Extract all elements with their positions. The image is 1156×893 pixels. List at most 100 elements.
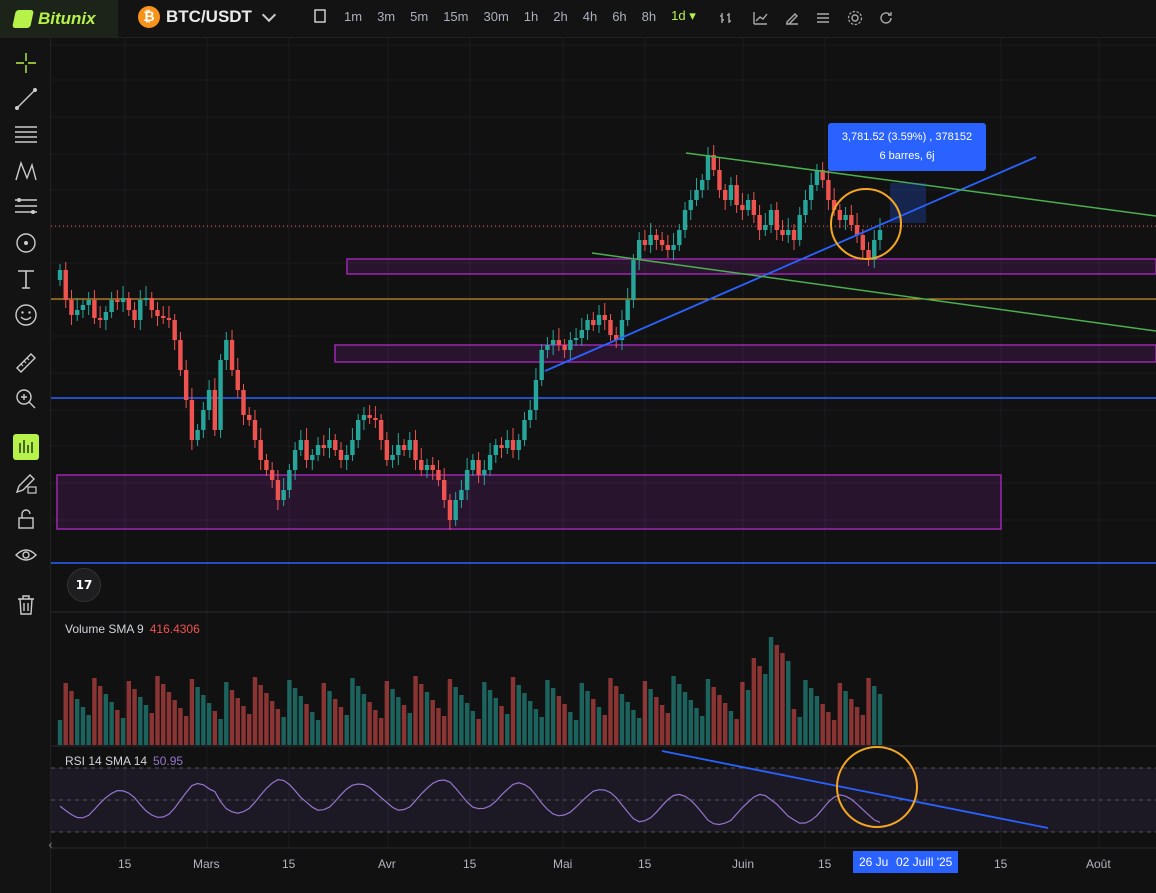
- tf-2h[interactable]: 2h: [553, 8, 568, 24]
- candle-body: [470, 460, 476, 470]
- lock-draw-icon[interactable]: [13, 470, 39, 496]
- candle-body: [298, 440, 304, 450]
- volume-bar: [602, 715, 607, 745]
- volume-bar: [149, 713, 154, 745]
- volume-bar: [229, 690, 235, 745]
- lock-icon[interactable]: [13, 506, 39, 532]
- tf-1m[interactable]: 1m: [344, 8, 363, 24]
- volume-bar: [533, 709, 539, 745]
- candle-body: [120, 298, 126, 302]
- emoji-icon[interactable]: [13, 302, 39, 328]
- tf-8h[interactable]: 8h: [641, 8, 657, 24]
- timeframe-bar: 1m 3m 5m 15m 30m 1h 2h 4h 6h 8h 1d ▾: [312, 8, 711, 24]
- candle-body: [872, 240, 877, 260]
- volume-bar: [831, 720, 837, 745]
- collapse-arrow-icon[interactable]: ‹: [48, 838, 53, 852]
- candle-body: [642, 240, 648, 245]
- tf-3m[interactable]: 3m: [377, 8, 396, 24]
- tf-6h[interactable]: 6h: [612, 8, 627, 24]
- candle-body: [178, 340, 183, 370]
- volume-bar: [126, 681, 132, 745]
- tf-1h[interactable]: 1h: [523, 8, 539, 24]
- trendline-icon[interactable]: [13, 86, 39, 112]
- candle-body: [333, 440, 338, 450]
- candle-body: [361, 415, 367, 420]
- candle-body: [459, 490, 464, 500]
- volume-bar: [636, 718, 642, 745]
- candle-body: [229, 340, 235, 370]
- volume-bar: [768, 637, 774, 745]
- volume-bar: [751, 658, 757, 745]
- tradingview-logo[interactable]: 17: [67, 568, 101, 602]
- horizontal-lines-icon[interactable]: [13, 122, 39, 148]
- ruler-icon[interactable]: [13, 350, 39, 376]
- list-icon[interactable]: [815, 10, 831, 26]
- candle-body: [195, 430, 200, 440]
- volume-bar: [619, 694, 625, 745]
- candle-body: [482, 470, 487, 475]
- green-channel-top: [685, 152, 1156, 217]
- candle-body: [545, 345, 550, 350]
- candle-body: [596, 315, 602, 325]
- candle-body: [614, 335, 619, 340]
- volume-bar: [539, 717, 544, 745]
- volume-bar: [367, 702, 372, 745]
- top-toolbar: Bitunix ₿ BTC/USDT 1m 3m 5m 15m 30m 1h 2…: [0, 0, 1156, 38]
- candle-body: [315, 445, 321, 455]
- tf-30m[interactable]: 30m: [483, 8, 509, 24]
- settings-icon[interactable]: [847, 10, 863, 26]
- volume-bar: [321, 683, 326, 745]
- zoom-icon[interactable]: [13, 386, 39, 412]
- magnet-icon[interactable]: [13, 434, 39, 460]
- candle-body: [700, 180, 705, 190]
- volume-bar: [659, 705, 665, 745]
- brand-logo[interactable]: Bitunix: [0, 0, 118, 37]
- candle-body: [831, 200, 837, 210]
- candle-body: [97, 318, 103, 320]
- bookmark-icon[interactable]: [312, 8, 328, 24]
- trash-icon[interactable]: [13, 592, 39, 618]
- volume-bar: [436, 708, 441, 745]
- indicator-icon[interactable]: [752, 10, 768, 26]
- candle-body: [384, 440, 390, 460]
- tf-4h[interactable]: 4h: [582, 8, 598, 24]
- candle-body: [447, 500, 453, 520]
- candle-body: [396, 445, 401, 455]
- eye-icon[interactable]: [13, 542, 39, 568]
- symbol-selector[interactable]: ₿ BTC/USDT: [138, 6, 277, 28]
- volume-bar: [843, 691, 848, 745]
- tf-1d-active[interactable]: 1d ▾: [671, 8, 696, 23]
- refresh-icon[interactable]: [878, 10, 894, 26]
- candle-body: [407, 440, 412, 450]
- measure-tooltip: 3,781.52 (3.59%) , 378152 6 barres, 6j: [828, 123, 986, 171]
- tf-15m[interactable]: 15m: [443, 8, 469, 24]
- candle-body: [556, 340, 562, 345]
- volume-bar: [441, 716, 447, 745]
- candle-body: [579, 330, 585, 338]
- volume-bar: [808, 688, 814, 745]
- candle-body: [264, 460, 269, 470]
- candle-body: [327, 440, 332, 448]
- candle-body: [625, 300, 630, 320]
- candle-body: [57, 270, 63, 280]
- text-icon[interactable]: [13, 266, 39, 292]
- drawing-icon[interactable]: [784, 10, 800, 26]
- volume-bar: [195, 687, 200, 745]
- pattern-icon[interactable]: [13, 158, 39, 184]
- candle-body: [464, 470, 470, 490]
- volume-bar: [499, 706, 504, 745]
- candle-body: [166, 318, 172, 320]
- candle-body: [528, 410, 533, 420]
- tf-5m[interactable]: 5m: [410, 8, 429, 24]
- circle-tool-icon[interactable]: [13, 230, 39, 256]
- candle-body: [803, 200, 808, 215]
- candle-body: [126, 298, 132, 310]
- fib-icon[interactable]: [13, 194, 39, 220]
- crosshair-icon[interactable]: [13, 50, 39, 76]
- volume-bar: [854, 707, 860, 745]
- volume-bar: [80, 707, 86, 745]
- candle-body: [63, 270, 68, 300]
- volume-bar: [722, 703, 728, 745]
- bar-chart-icon[interactable]: [718, 10, 734, 26]
